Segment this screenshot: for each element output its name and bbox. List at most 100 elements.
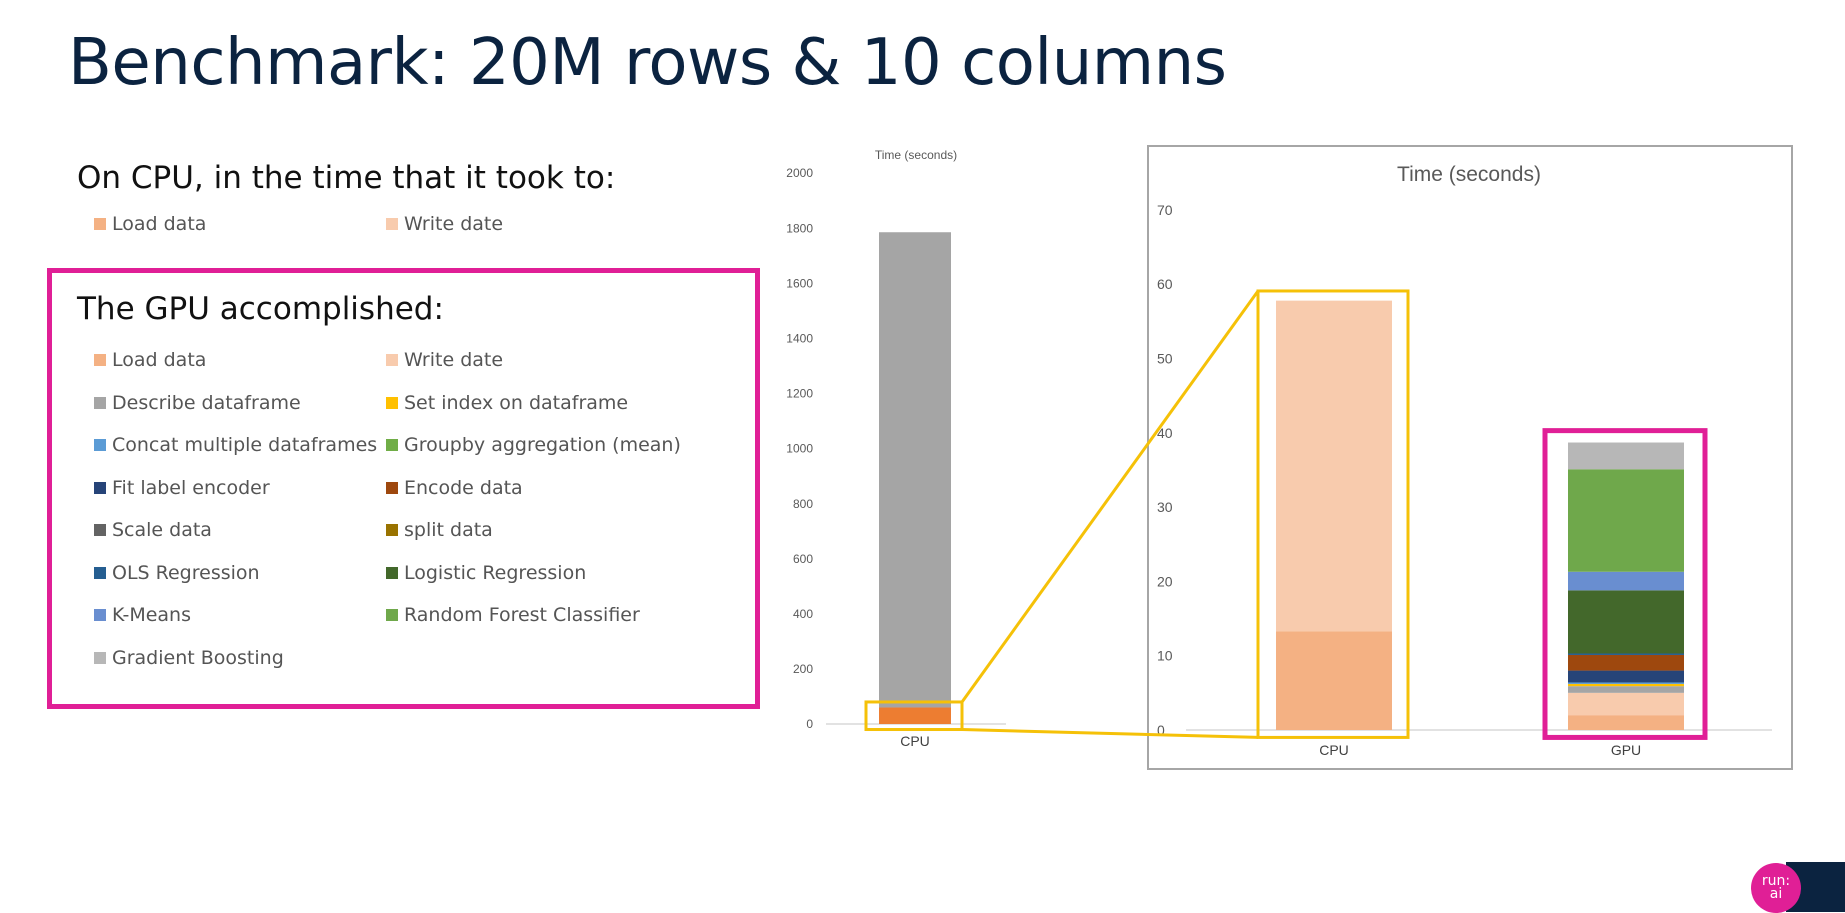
bar-segment [1568,670,1684,683]
y-tick-label: 60 [1157,276,1173,292]
bar-segment [1276,631,1392,730]
zoom-source-box [864,700,964,732]
x-category-label: CPU [900,733,930,749]
gpu-legend-item: OLS Regression [94,562,260,584]
y-tick-label: 10 [1157,648,1173,664]
y-tick-label: 70 [1157,202,1173,218]
legend-swatch [94,218,106,230]
bar-segment [1568,686,1684,693]
bar-segment [1568,469,1684,572]
legend-label: split data [404,519,493,541]
legend-label: Groupby aggregation (mean) [404,434,681,456]
y-tick-label: 1000 [786,442,813,456]
y-tick-label: 0 [806,717,813,731]
gpu-legend-item: split data [386,519,493,541]
legend-label: Load data [112,349,207,371]
gpu-legend-item: Concat multiple dataframes [94,434,377,456]
chart-title: Time (seconds) [875,148,957,162]
gpu-legend-item: Fit label encoder [94,477,270,499]
gpu-legend-item: Scale data [94,519,212,541]
legend-swatch [386,524,398,536]
y-tick-label: 1800 [786,221,813,235]
legend-label: Set index on dataframe [404,391,629,414]
legend-label: K-Means [112,604,191,626]
legend-swatch [386,566,398,579]
legend-swatch [94,566,106,579]
legend-label: Gradient Boosting [112,646,284,669]
slide-title: Benchmark: 20M rows & 10 columns [68,26,1227,100]
gpu-legend-item: Encode data [386,477,523,499]
connector-line-top [960,290,1260,703]
legend-label: Fit label encoder [112,476,270,499]
legend-swatch [386,439,398,451]
y-tick-label: 600 [793,552,813,566]
y-tick-label: 20 [1157,573,1173,589]
gpu-highlight-box [1542,428,1708,740]
bar-segment [879,232,951,708]
connector-line-bottom [961,728,1259,739]
bar-segment [1568,682,1684,684]
legend-swatch [94,396,106,409]
y-tick-label: 50 [1157,350,1173,366]
gpu-legend-item: Describe dataframe [94,392,301,414]
legend-label: Load data [112,213,207,235]
legend-label: Write date [404,349,504,371]
bar-segment [1276,300,1392,632]
bar-segment [1568,683,1684,687]
bar-segment [1568,590,1684,654]
chart-title: Time (seconds) [1397,163,1541,186]
y-tick-label: 1400 [786,332,813,346]
bar-segment [1568,715,1684,730]
legend-swatch [94,481,106,494]
y-tick-label: 30 [1157,499,1173,515]
y-tick-label: 1200 [786,387,813,401]
bar-segment [1568,653,1684,655]
y-tick-label: 40 [1157,425,1173,441]
legend-label: Logistic Regression [404,561,587,584]
runai-logo: run:ai [1751,863,1801,913]
bar-segment [1568,692,1684,716]
y-tick-label: 1600 [786,276,813,290]
legend-swatch [94,609,106,621]
legend-swatch [94,439,106,451]
legend-label: Random Forest Classifier [404,604,640,626]
y-tick-label: 0 [1157,722,1165,738]
gpu-legend-item: Logistic Regression [386,562,586,584]
cpu-heading: On CPU, in the time that it took to: [77,160,616,196]
legend-swatch [386,609,398,621]
legend-swatch [386,481,398,494]
legend-label: Scale data [112,519,212,541]
gpu-legend-item: Load data [94,349,206,371]
legend-swatch [94,524,106,536]
legend-swatch [386,218,398,230]
gpu-legend-item: Random Forest Classifier [386,604,640,626]
bar-segment [879,707,951,724]
x-category-label: GPU [1611,742,1641,758]
cpu-legend-item: Load data [94,213,206,235]
legend-swatch [386,354,398,366]
bar-segment [1568,442,1684,470]
x-category-label: CPU [1319,742,1349,758]
bar-segment [1568,571,1684,591]
legend-swatch [94,354,106,366]
y-tick-label: 200 [793,662,813,676]
gpu-legend-item: Gradient Boosting [94,647,284,669]
legend-label: Describe dataframe [112,391,301,414]
bar-segment [1568,654,1684,671]
cpu-highlight-box [1256,289,1410,739]
y-tick-label: 2000 [786,166,813,180]
cpu-legend-item: Write date [386,213,503,235]
legend-swatch [386,396,398,409]
legend-label: Concat multiple dataframes [112,434,378,456]
gpu-highlight-box [47,268,760,709]
y-tick-label: 800 [793,497,813,511]
gpu-legend-item: Groupby aggregation (mean) [386,434,681,456]
gpu-legend-item: Set index on dataframe [386,392,628,414]
legend-label: Encode data [404,476,523,499]
legend-label: Write date [404,213,504,235]
gpu-heading: The GPU accomplished: [77,291,444,327]
gpu-legend-item: Write date [386,349,503,371]
chart-frame [1147,145,1793,770]
